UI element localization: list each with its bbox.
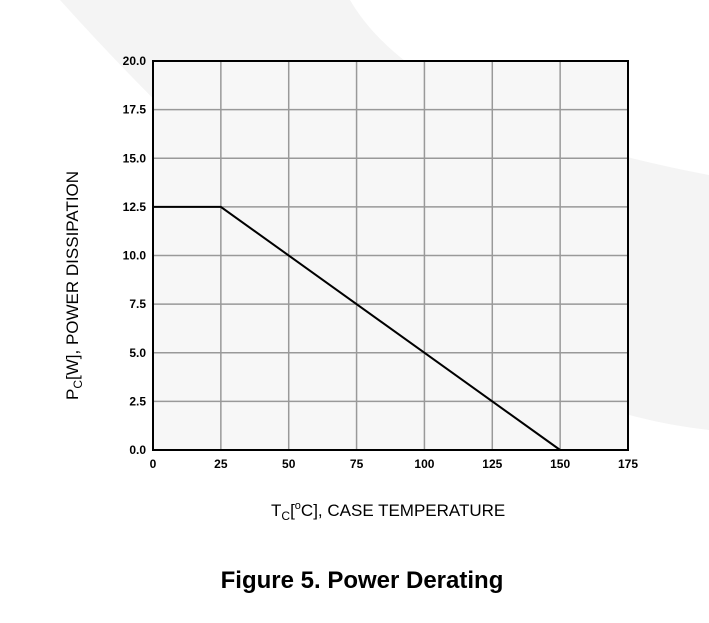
x-label-sup: o — [295, 500, 301, 512]
x-tick-label: 100 — [414, 457, 434, 471]
x-axis-label: TC[oC], CASE TEMPERATURE — [271, 500, 505, 523]
x-label-sub: C — [281, 509, 290, 523]
x-tick-label: 175 — [618, 457, 638, 471]
y-label-part: P — [63, 389, 82, 400]
x-label-part: T — [271, 501, 281, 520]
y-tick-label: 0.0 — [129, 443, 146, 457]
data-line — [153, 205, 561, 451]
y-label-sub: C — [71, 380, 85, 389]
y-label-part: [W], POWER DISSIPATION — [63, 171, 82, 380]
y-axis-label: PC[W], POWER DISSIPATION — [63, 171, 85, 400]
x-tick-label: 125 — [482, 457, 502, 471]
x-tick-label: 150 — [550, 457, 570, 471]
x-label-part: [ — [290, 501, 295, 520]
y-tick-label: 7.5 — [129, 297, 146, 311]
x-tick-label: 25 — [214, 457, 228, 471]
y-tick-label: 12.5 — [123, 200, 147, 214]
ticks: 0.0 2.5 5.0 7.5 10.0 12.5 15.0 17.5 20.0 0 25 50 75 1… — [123, 54, 639, 471]
chart-title: Figure 5. Power Derating — [221, 567, 504, 594]
y-tick-label: 15.0 — [123, 151, 147, 165]
y-tick-label: 2.5 — [129, 394, 146, 408]
marks — [153, 205, 561, 451]
y-tick-label: 10.0 — [123, 249, 147, 263]
x-label-part: C], CASE TEMPERATURE — [301, 501, 505, 520]
x-tick-label: 0 — [150, 457, 157, 471]
x-tick-label: 75 — [350, 457, 364, 471]
x-tick-label: 50 — [282, 457, 296, 471]
y-tick-label: 20.0 — [123, 54, 147, 68]
plot-frame — [152, 60, 629, 451]
y-tick-label: 5.0 — [129, 346, 146, 360]
y-tick-label: 17.5 — [123, 103, 147, 117]
